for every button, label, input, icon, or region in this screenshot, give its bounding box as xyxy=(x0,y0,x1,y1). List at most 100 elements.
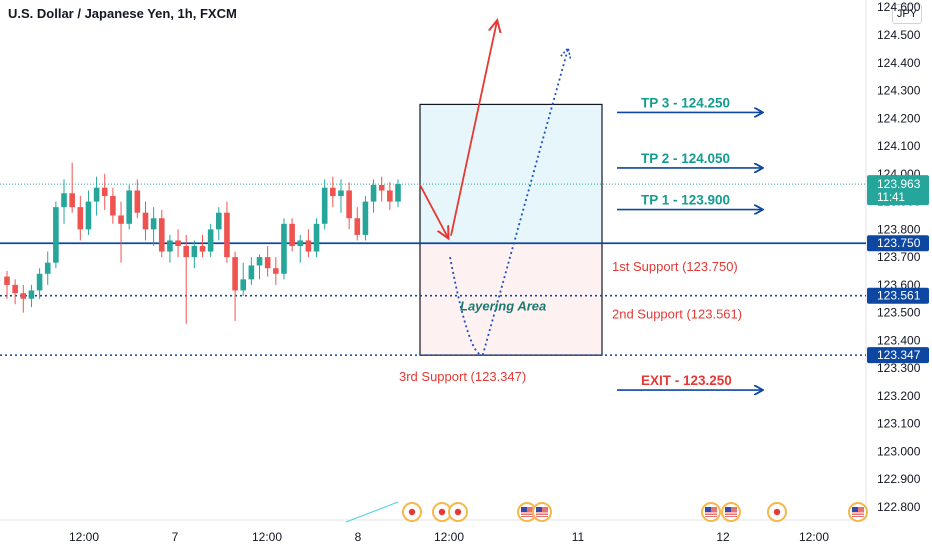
event-us-icon[interactable] xyxy=(701,502,721,522)
candle-body xyxy=(44,262,51,274)
candle xyxy=(281,218,287,280)
candle-body xyxy=(53,207,59,263)
candle xyxy=(207,223,214,258)
us-flag-canton xyxy=(521,507,527,512)
candle-body xyxy=(85,201,92,230)
candle-body xyxy=(118,215,124,224)
candle xyxy=(150,207,157,247)
candle-body xyxy=(354,218,361,235)
jp-flag-dot xyxy=(438,508,446,516)
candle xyxy=(354,207,361,241)
candle xyxy=(53,201,59,269)
candle xyxy=(346,182,352,230)
event-jp-icon[interactable] xyxy=(448,502,468,522)
candle-body xyxy=(175,240,181,247)
candle-body xyxy=(313,223,320,252)
candle xyxy=(110,187,116,224)
candle xyxy=(378,176,385,202)
x-tick-label: 11 xyxy=(572,530,585,544)
currency-button[interactable]: JPY xyxy=(892,4,922,24)
event-jp-icon[interactable] xyxy=(767,502,787,522)
jp-flag-dot xyxy=(454,508,462,516)
candle-body xyxy=(256,257,263,266)
candle-body xyxy=(338,190,344,197)
x-tick-label: 7 xyxy=(172,530,179,544)
candle-body xyxy=(28,290,35,299)
x-tick-label: 12 xyxy=(716,530,730,544)
candle xyxy=(248,257,255,285)
y-tick-label: 123.000 xyxy=(877,444,921,458)
candle xyxy=(297,234,304,263)
candle-body xyxy=(289,223,295,247)
event-us-icon[interactable] xyxy=(721,502,741,522)
candle xyxy=(61,179,67,224)
event-jp-icon[interactable] xyxy=(402,502,422,522)
candle-body xyxy=(330,187,336,197)
candle xyxy=(142,201,149,241)
candle xyxy=(232,251,238,321)
level-axis-box-3 xyxy=(867,347,929,364)
candle xyxy=(215,207,222,241)
candle-body xyxy=(207,229,214,252)
exit-label: EXIT - 123.250 xyxy=(641,373,732,388)
candle xyxy=(224,201,230,263)
x-tick-label: 8 xyxy=(355,530,362,544)
candle xyxy=(330,176,336,208)
candle xyxy=(240,262,247,296)
candle-body xyxy=(110,196,116,216)
candle-body xyxy=(12,284,18,294)
support1-label: 1st Support (123.750) xyxy=(612,259,738,274)
candle-body xyxy=(69,193,75,208)
candle xyxy=(370,179,377,213)
candle-body xyxy=(150,218,157,230)
jp-flag-dot xyxy=(408,508,416,516)
candle xyxy=(134,179,141,219)
candle xyxy=(321,179,328,230)
event-connector xyxy=(345,501,399,523)
candle xyxy=(273,257,279,285)
us-flag-canton xyxy=(852,507,858,512)
level-axis-label-1: 123.750 xyxy=(877,236,921,250)
tp1-label: TP 1 - 123.900 xyxy=(641,193,730,208)
candle-body xyxy=(281,223,287,274)
y-tick-label: 123.200 xyxy=(877,389,921,403)
candle-body xyxy=(387,190,393,202)
candle xyxy=(183,234,190,324)
candle-body xyxy=(93,187,100,202)
tp3-label: TP 3 - 124.250 xyxy=(641,95,730,110)
y-tick-label: 123.100 xyxy=(877,417,921,431)
y-tick-label: 124.300 xyxy=(877,84,921,98)
event-us-icon[interactable] xyxy=(532,502,552,522)
candle xyxy=(20,284,27,313)
tp2-label: TP 2 - 124.050 xyxy=(641,151,730,166)
candle-body xyxy=(305,240,312,252)
candle-body xyxy=(232,257,238,291)
y-tick-label: 123.700 xyxy=(877,250,921,264)
x-tick-label: 12:00 xyxy=(69,530,99,544)
candle xyxy=(191,240,198,269)
y-tick-label: 123.300 xyxy=(877,361,921,375)
candle xyxy=(289,218,295,252)
candle-body xyxy=(362,201,369,235)
level-axis-box-2 xyxy=(867,287,929,304)
candle-body xyxy=(370,184,377,202)
y-tick-label: 124.500 xyxy=(877,28,921,42)
current-price-box xyxy=(867,175,929,206)
x-tick-label: 12:00 xyxy=(252,530,282,544)
candle xyxy=(85,190,92,235)
candle-body xyxy=(224,212,230,258)
level-axis-label-3: 123.347 xyxy=(877,348,921,362)
event-us-icon[interactable] xyxy=(848,502,868,522)
support3-label: 3rd Support (123.347) xyxy=(399,369,526,384)
us-flag-canton xyxy=(705,507,711,512)
candle-body xyxy=(321,187,328,224)
x-tick-label: 12:00 xyxy=(799,530,829,544)
layering-area-label: Layering Area xyxy=(460,299,546,314)
y-tick-label: 124.600 xyxy=(877,0,921,14)
candle xyxy=(199,234,206,258)
candle xyxy=(167,234,173,263)
candle xyxy=(77,196,84,241)
candle-body xyxy=(273,268,279,274)
candle xyxy=(118,201,124,263)
